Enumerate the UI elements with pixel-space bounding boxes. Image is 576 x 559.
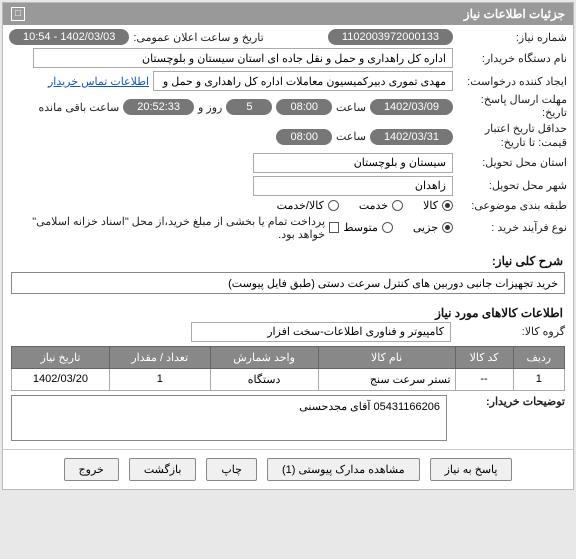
buyer-org-input[interactable] [33, 48, 453, 68]
announce-label: تاریخ و ساعت اعلان عمومی: [133, 31, 263, 44]
payment-checkbox[interactable] [329, 222, 339, 233]
panel-header: جزئیات اطلاعات نیاز □ [3, 3, 573, 25]
deadline-label: مهلت ارسال پاسخ: تاریخ: [457, 94, 567, 120]
cell-idx: 1 [513, 368, 564, 390]
requester-label: ایجاد کننده درخواست: [457, 75, 567, 88]
buyer-desc-area: توضیحات خریدار: 05431166206 آقای مجدحسنی [11, 395, 565, 441]
exit-button[interactable]: خروج [64, 458, 119, 481]
radio-icon [382, 222, 393, 233]
payment-note: پرداخت تمام یا بخشی از مبلغ خرید،از محل … [9, 215, 325, 241]
radio-icon [328, 200, 339, 211]
need-no-value: 1102003972000133 [328, 29, 453, 45]
remaining-value: 20:52:33 [123, 99, 194, 115]
validity-time: 08:00 [276, 129, 332, 145]
radio-icon [392, 200, 403, 211]
days-value: 5 [226, 99, 272, 115]
th-date: تاریخ نیاز [12, 346, 110, 368]
goods-info-title: اطلاعات کالاهای مورد نیاز [3, 300, 573, 322]
buyer-org-label: نام دستگاه خریدار: [457, 52, 567, 65]
remaining-label: ساعت باقی مانده [38, 101, 119, 114]
radio-goods-service[interactable]: کالا/خدمت [277, 199, 339, 212]
panel-title: جزئیات اطلاعات نیاز [464, 7, 565, 21]
city-label: شهر محل تحویل: [457, 179, 567, 192]
back-button[interactable]: بازگشت [129, 458, 197, 481]
cell-qty: 1 [109, 368, 210, 390]
announce-value: 1402/03/03 - 10:54 [9, 29, 129, 45]
need-no-label: شماره نیاز: [457, 31, 567, 44]
table-row: 1 -- تستر سرعت سنج دستگاه 1 1402/03/20 [12, 368, 565, 390]
days-label: روز و [198, 101, 222, 114]
radio-partial[interactable]: جزیی [413, 221, 453, 234]
purchase-type-group: جزیی متوسط [343, 221, 453, 234]
goods-table: ردیف کد کالا نام کالا واحد شمارش تعداد /… [11, 346, 565, 391]
respond-button[interactable]: پاسخ به نیاز [430, 458, 513, 481]
form-area: شماره نیاز: 1102003972000133 تاریخ و ساع… [3, 25, 573, 248]
cell-unit: دستگاه [210, 368, 318, 390]
buyer-note-label: توضیحات خریدار: [455, 395, 565, 408]
attachments-button[interactable]: مشاهده مدارک پیوستی (1) [267, 458, 420, 481]
cell-name: تستر سرعت سنج [318, 368, 455, 390]
buyer-note-box: 05431166206 آقای مجدحسنی [11, 395, 447, 441]
th-row: ردیف [513, 346, 564, 368]
validity-label: حداقل تاریخ اعتبار قیمت: تا تاریخ: [457, 123, 567, 149]
goods-group-input[interactable] [191, 322, 451, 342]
city-input[interactable] [253, 176, 453, 196]
radio-medium[interactable]: متوسط [343, 221, 393, 234]
th-qty: تعداد / مقدار [109, 346, 210, 368]
radio-goods[interactable]: کالا [423, 199, 453, 212]
validity-date: 1402/03/31 [370, 129, 453, 145]
button-bar: پاسخ به نیاز مشاهده مدارک پیوستی (1) چاپ… [3, 449, 573, 489]
radio-icon [442, 200, 453, 211]
time-label-1: ساعت [336, 101, 366, 114]
province-label: استان محل تحویل: [457, 156, 567, 169]
contact-link[interactable]: اطلاعات تماس خریدار [48, 75, 149, 88]
radio-service[interactable]: خدمت [359, 199, 403, 212]
deadline-date: 1402/03/09 [370, 99, 453, 115]
th-code: کد کالا [455, 346, 513, 368]
requester-input[interactable] [153, 71, 453, 91]
need-desc-title: شرح کلی نیاز: [3, 248, 573, 270]
category-label: طبقه بندی موضوعی: [457, 199, 567, 212]
category-radio-group: کالا خدمت کالا/خدمت [277, 199, 453, 212]
time-label-2: ساعت [336, 130, 366, 143]
purchase-type-label: نوع فرآیند خرید : [457, 221, 567, 234]
goods-group-label: گروه کالا: [455, 325, 565, 338]
details-panel: جزئیات اطلاعات نیاز □ شماره نیاز: 110200… [2, 2, 574, 490]
need-desc-box: خرید تجهیزات جانبی دوربین های کنترل سرعت… [11, 272, 565, 294]
close-icon[interactable]: □ [11, 7, 25, 21]
th-unit: واحد شمارش [210, 346, 318, 368]
cell-code: -- [455, 368, 513, 390]
th-name: نام کالا [318, 346, 455, 368]
print-button[interactable]: چاپ [206, 458, 257, 481]
radio-icon [442, 222, 453, 233]
cell-date: 1402/03/20 [12, 368, 110, 390]
province-input[interactable] [253, 153, 453, 173]
deadline-time: 08:00 [276, 99, 332, 115]
